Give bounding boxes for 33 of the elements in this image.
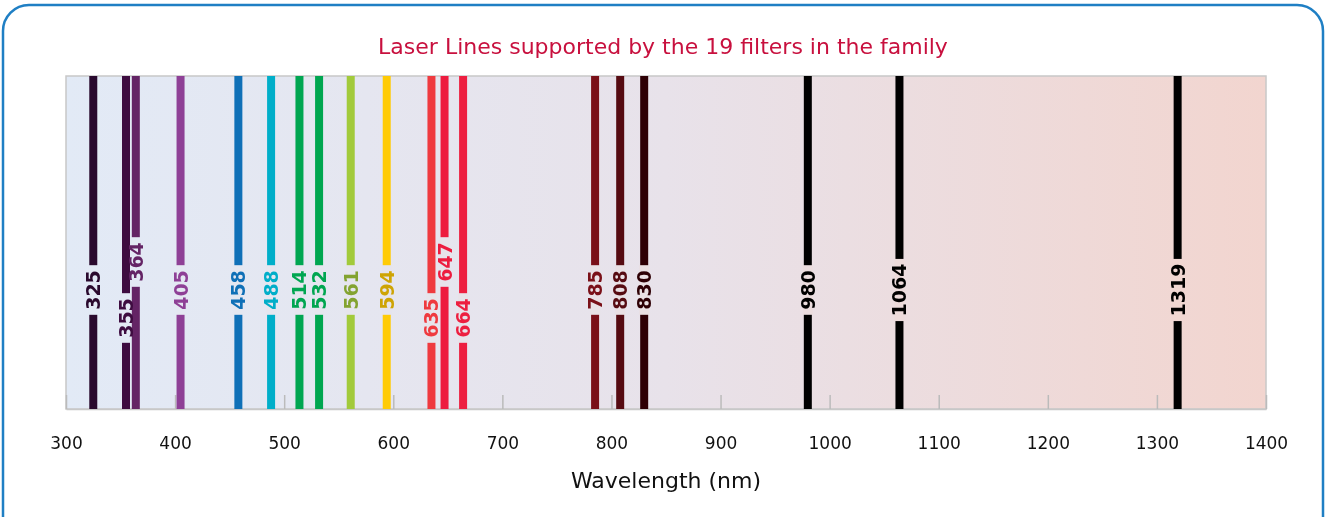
x-tick-label: 1300: [1135, 433, 1180, 454]
annotation: 594: [375, 270, 398, 310]
annotation: 785: [584, 270, 607, 310]
x-tick-label: 300: [50, 433, 83, 454]
annotation: 355: [115, 298, 137, 338]
annotation: 1064: [888, 263, 911, 317]
annotation: 980: [796, 270, 819, 310]
annotation: 325: [82, 270, 105, 310]
annotation: 1319: [1166, 263, 1189, 317]
annotation: 405: [169, 270, 192, 310]
x-tick-label: 900: [704, 433, 738, 454]
x-tick-label: 700: [486, 433, 520, 454]
x-tick-label: 500: [268, 433, 301, 454]
x-tick-label: 400: [159, 433, 192, 454]
x-axis-title: Wavelength (nm): [570, 468, 762, 493]
x-tick-label: 1200: [1026, 433, 1070, 454]
x-tick-label: 1400: [1244, 433, 1289, 454]
x-tick-label: 800: [595, 433, 629, 454]
chart-title: Laser Lines supported by the 19 filters in the family: [378, 34, 948, 59]
annotation: 514: [288, 270, 311, 310]
x-tick-label: 600: [377, 433, 410, 454]
x-tick-label: 1000: [808, 433, 852, 454]
annotation: 532: [308, 270, 331, 310]
annotation: 458: [227, 270, 250, 310]
annotation: 635: [420, 298, 443, 338]
annotation: 664: [452, 298, 475, 338]
annotation: 830: [633, 270, 656, 310]
annotation: 647: [433, 242, 456, 282]
annotation: 488: [260, 270, 283, 310]
x-tick-label: 1100: [917, 433, 961, 454]
annotation: 808: [609, 270, 632, 310]
annotation: 364: [124, 242, 147, 282]
annotation: 561: [339, 270, 362, 310]
